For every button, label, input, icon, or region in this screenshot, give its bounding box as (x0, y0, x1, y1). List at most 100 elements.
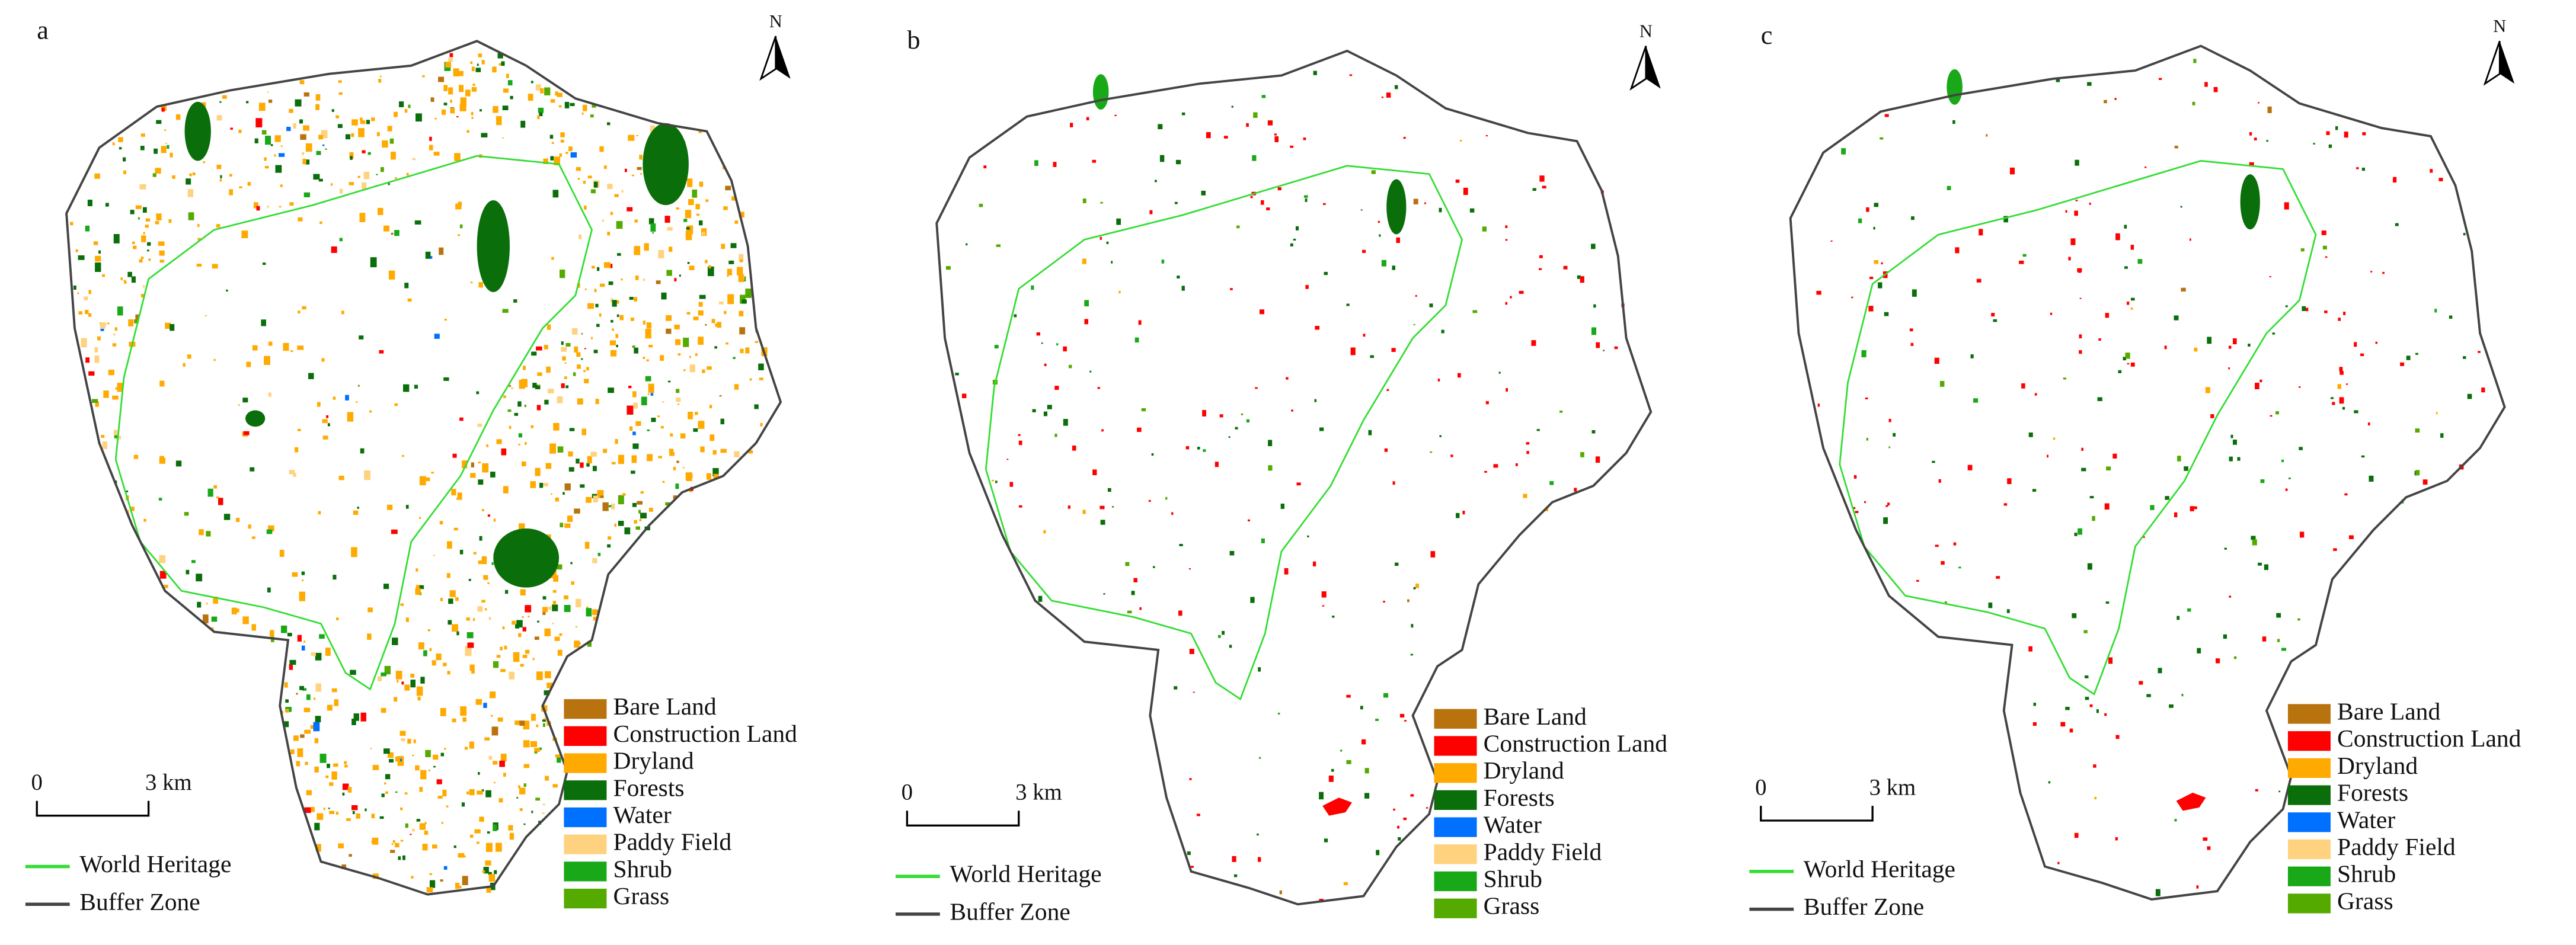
land-patch (95, 255, 101, 262)
land-patch (503, 88, 509, 93)
land-patch (688, 198, 694, 206)
land-patch (331, 246, 337, 253)
land-patch (167, 145, 170, 149)
land-patch (643, 278, 645, 281)
land-patch (616, 344, 618, 348)
land-patch (112, 343, 117, 347)
land-patch (184, 512, 189, 516)
land-patch (415, 588, 421, 595)
land-patch (560, 270, 565, 278)
land-patch (362, 182, 367, 190)
land-patch (2285, 488, 2288, 491)
land-patch (646, 359, 649, 362)
land-patch (470, 61, 473, 65)
land-patch (695, 204, 700, 210)
land-patch (108, 369, 114, 376)
land-patch (523, 783, 526, 787)
land-patch (542, 596, 546, 600)
land-patch (254, 138, 258, 143)
land-patch (315, 844, 321, 852)
land-patch (532, 383, 537, 388)
land-patch (467, 642, 474, 648)
land-patch (370, 748, 372, 749)
land-patch (544, 345, 548, 350)
land-patch (1217, 635, 1221, 638)
land-patch (600, 283, 605, 287)
land-patch (305, 761, 308, 765)
land-patch (469, 664, 475, 671)
land-patch (544, 399, 549, 405)
land-patch (175, 114, 181, 120)
land-patch (319, 754, 327, 763)
land-patch (483, 867, 489, 874)
land-patch (1912, 289, 1917, 297)
land-patch (945, 266, 951, 270)
land-patch (462, 876, 468, 885)
land-patch (414, 220, 421, 225)
land-patch (2207, 337, 2212, 344)
world-heritage-boundary (1839, 160, 2317, 696)
land-patch (1258, 667, 1261, 672)
land-patch (534, 748, 541, 752)
land-patch (2361, 167, 2365, 171)
land-patch (2053, 437, 2056, 440)
land-patch (1909, 328, 1913, 332)
land-patch (297, 345, 304, 350)
land-patch (685, 210, 692, 219)
land-patch (689, 265, 695, 270)
land-patch (183, 363, 186, 367)
land-patch (494, 870, 497, 874)
land-patch (290, 749, 295, 754)
land-patch (635, 276, 639, 280)
land-patch (1174, 201, 1178, 204)
land-patch (607, 184, 613, 190)
land-patch (553, 422, 560, 431)
land-patch (154, 148, 158, 154)
land-patch (2275, 411, 2279, 415)
buffer-zone-boundary (65, 40, 782, 896)
land-patch (514, 720, 520, 725)
land-patch (1885, 505, 1888, 507)
land-patch (611, 319, 613, 323)
land-patch (1201, 190, 1206, 196)
land-patch (1181, 286, 1185, 291)
land-patch (2400, 362, 2404, 366)
land-patch (1593, 304, 1596, 308)
land-patch (1364, 768, 1369, 774)
land-patch (637, 501, 643, 505)
land-patch (295, 447, 299, 453)
land-patch (438, 76, 445, 82)
land-patch (284, 682, 288, 688)
land-patch (1498, 371, 1501, 374)
land-patch (487, 582, 490, 585)
land-patch (1947, 185, 1951, 190)
land-patch (2382, 271, 2385, 274)
land-patch (1177, 276, 1180, 279)
legend-label: Water (613, 801, 672, 828)
land-patch (351, 119, 358, 126)
land-patch (1127, 610, 1132, 614)
land-patch (666, 315, 672, 321)
land-patch (2115, 233, 2120, 241)
land-patch (1381, 260, 1386, 267)
land-patch (564, 101, 570, 108)
legend-swatch (2287, 839, 2331, 860)
land-patch (1559, 410, 1563, 413)
land-patch (587, 641, 592, 647)
legend-label: Shrub (613, 855, 672, 882)
land-patch (471, 117, 474, 119)
land-patch (419, 823, 426, 830)
land-patch (476, 841, 480, 844)
land-patch (1190, 866, 1194, 868)
land-patch (549, 443, 557, 454)
panel-label: c (1761, 21, 1773, 50)
land-patch (289, 659, 296, 665)
land-patch (1014, 314, 1017, 318)
legend-label: Dryland (613, 747, 694, 774)
land-patch (1439, 207, 1442, 213)
land-patch (503, 773, 506, 777)
land-patch (616, 314, 619, 317)
land-patch (2284, 202, 2289, 210)
land-patch (188, 212, 194, 220)
legend-label: Bare Land (2337, 697, 2440, 725)
